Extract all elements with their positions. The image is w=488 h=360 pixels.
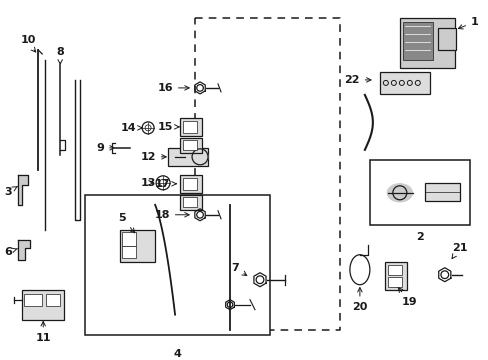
- Bar: [387, 277, 401, 287]
- Text: 20: 20: [351, 288, 367, 312]
- Text: 9: 9: [96, 143, 114, 153]
- Text: 14: 14: [120, 123, 142, 133]
- Bar: [402, 22, 432, 60]
- Bar: [180, 175, 202, 193]
- Bar: [183, 178, 197, 190]
- Bar: [424, 183, 459, 201]
- Text: 8: 8: [56, 47, 64, 64]
- Text: 17: 17: [154, 179, 176, 189]
- Bar: [24, 294, 42, 306]
- Text: 5: 5: [118, 213, 134, 233]
- Bar: [387, 265, 401, 275]
- Text: 19: 19: [398, 288, 417, 307]
- Text: 6: 6: [4, 247, 18, 257]
- Text: 4: 4: [173, 348, 181, 359]
- Text: 12: 12: [140, 152, 166, 162]
- Bar: [183, 121, 197, 133]
- Text: 7: 7: [231, 263, 246, 275]
- Bar: [22, 290, 64, 320]
- Bar: [369, 160, 469, 225]
- Bar: [379, 72, 429, 94]
- Text: 13: 13: [140, 178, 156, 188]
- Bar: [180, 118, 202, 136]
- Bar: [46, 294, 60, 306]
- Polygon shape: [18, 240, 30, 260]
- Bar: [183, 140, 197, 150]
- Bar: [168, 148, 207, 166]
- Text: 10: 10: [20, 35, 36, 45]
- Polygon shape: [18, 175, 28, 205]
- Bar: [120, 230, 155, 262]
- Bar: [122, 232, 136, 246]
- Text: 21: 21: [451, 243, 467, 258]
- Text: 16: 16: [157, 83, 189, 93]
- Ellipse shape: [386, 184, 411, 202]
- Bar: [180, 195, 202, 210]
- Text: 15: 15: [157, 122, 179, 132]
- Bar: [437, 28, 455, 50]
- Circle shape: [192, 149, 207, 165]
- Text: 22: 22: [344, 75, 370, 85]
- Text: 2: 2: [415, 232, 423, 242]
- Bar: [384, 262, 406, 290]
- Bar: [180, 138, 202, 153]
- Text: 1: 1: [457, 17, 478, 29]
- Text: 11: 11: [36, 321, 51, 343]
- Text: 18: 18: [154, 210, 189, 220]
- Bar: [183, 197, 197, 207]
- Text: 3: 3: [4, 186, 17, 197]
- Bar: [85, 195, 269, 335]
- Bar: [122, 246, 136, 258]
- Bar: [399, 18, 454, 68]
